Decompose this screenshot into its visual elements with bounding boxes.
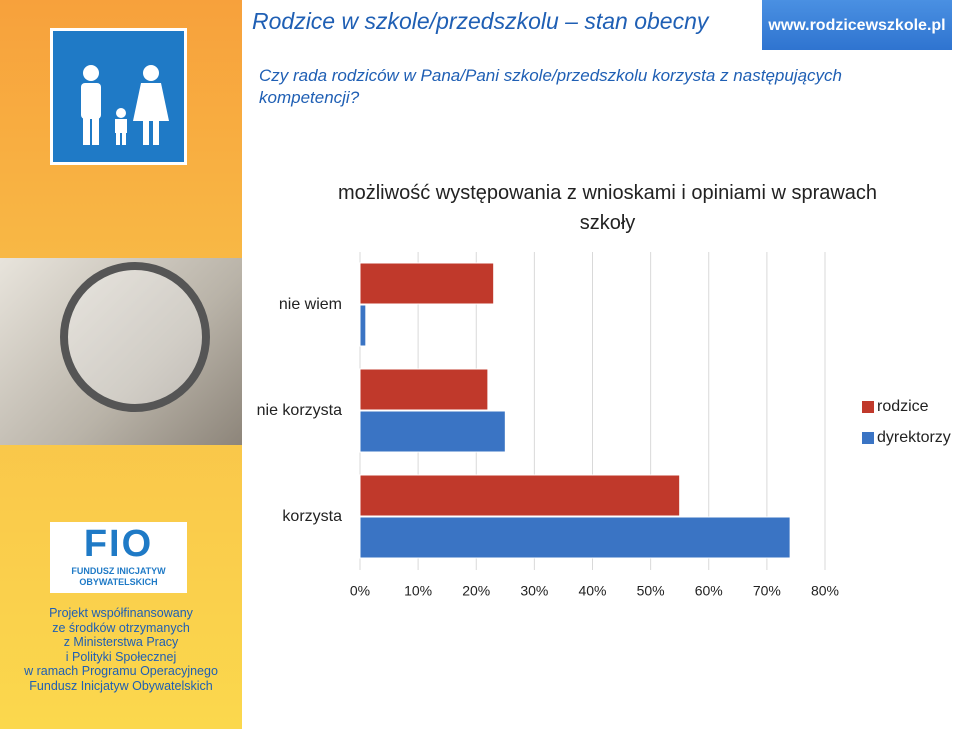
y-tick-label: nie korzysta: [257, 402, 342, 419]
x-tick-label: 40%: [578, 583, 606, 599]
question: Czy rada rodziców w Pana/Pani szkole/prz…: [259, 66, 842, 107]
x-tick-label: 50%: [637, 583, 665, 599]
bar: [359, 410, 506, 453]
x-tick-label: 20%: [462, 583, 490, 599]
x-tick-label: 0%: [350, 583, 370, 599]
footer-line: z Ministerstwa Pracy: [63, 635, 179, 649]
footer-line: ze środków otrzymanych: [52, 620, 190, 635]
website-box: www.rodzicewszkole.pl: [762, 0, 952, 50]
y-tick-label: nie wiem: [279, 296, 342, 313]
y-tick-label: korzysta: [282, 508, 342, 525]
family-icon: [50, 28, 187, 165]
logo-box: FIO FUNDUSZ INICJATYW OBYWATELSKICH: [50, 522, 187, 593]
x-tick-label: 30%: [520, 583, 548, 599]
bar: [359, 304, 367, 347]
footer-line: Fundusz Inicjatyw Obywatelskich: [29, 678, 213, 693]
footer-line: i Polityki Społecznej: [65, 649, 177, 664]
legend-swatch: [862, 401, 874, 413]
x-tick-label: 80%: [811, 583, 839, 599]
bar: [359, 262, 495, 305]
bar: [359, 368, 489, 411]
chart-title: możliwość występowania z wnioskami i opi…: [337, 182, 878, 234]
legend-swatch: [862, 432, 874, 444]
bar: [359, 474, 681, 517]
footer: Projekt współfinansowany ze środków otrzy…: [0, 606, 242, 693]
legend-label: rodzice: [877, 398, 929, 415]
magnifier: [60, 262, 210, 412]
footer-line: Projekt współfinansowany: [49, 606, 193, 620]
logo-title: FIO: [83, 523, 154, 565]
family-figures: [81, 65, 169, 145]
bar: [359, 516, 791, 559]
x-tick-label: 70%: [753, 583, 781, 599]
slide-title: Rodzice w szkole/przedszkolu – stan obec…: [252, 8, 709, 34]
x-tick-label: 10%: [404, 583, 432, 599]
legend-label: dyrektorzy: [877, 429, 951, 446]
footer-line: w ramach Programu Operacyjnego: [24, 664, 218, 678]
x-tick-label: 60%: [695, 583, 723, 599]
logo-subtitle: FUNDUSZ INICJATYW OBYWATELSKICH: [71, 566, 166, 587]
